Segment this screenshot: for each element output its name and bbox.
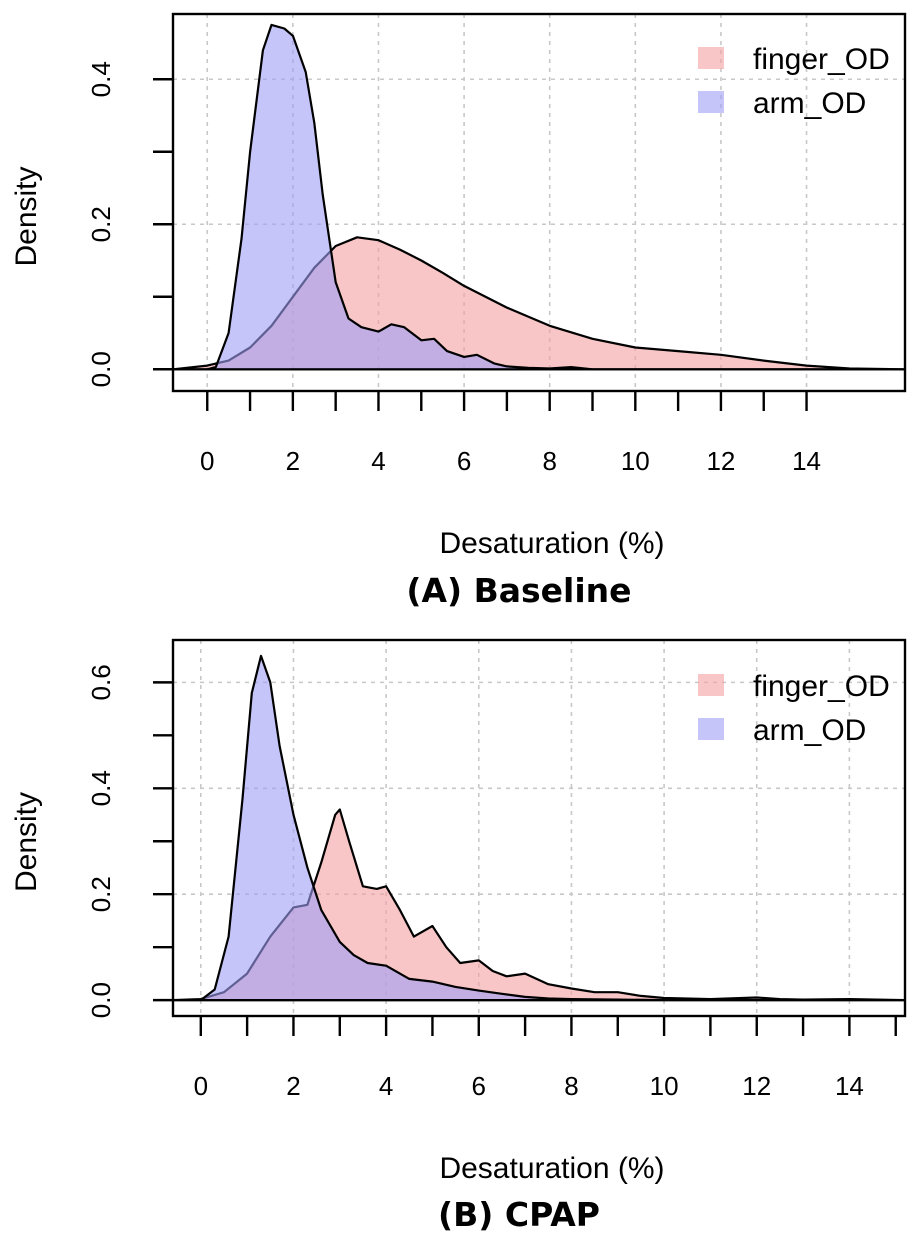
x-tick-label: 4 bbox=[371, 446, 385, 476]
x-tick-label: 6 bbox=[472, 1071, 486, 1101]
x-tick-label: 8 bbox=[564, 1071, 578, 1101]
panel-caption: (B) CPAP bbox=[438, 1195, 600, 1234]
x-tick-label: 0 bbox=[194, 1071, 208, 1101]
legend-swatch-arm-od bbox=[698, 718, 724, 740]
y-tick-label: 0.4 bbox=[86, 770, 116, 806]
x-tick-label: 4 bbox=[379, 1071, 393, 1101]
x-tick-label: 2 bbox=[286, 1071, 300, 1101]
legend-label-arm-od: arm_OD bbox=[753, 87, 866, 120]
y-tick-label: 0.0 bbox=[86, 982, 116, 1018]
x-tick-label: 6 bbox=[457, 446, 471, 476]
y-tick-label: 0.4 bbox=[86, 61, 116, 97]
y-tick-label: 0.0 bbox=[86, 351, 116, 387]
x-tick-label: 12 bbox=[742, 1071, 771, 1101]
panel-baseline: 0 2 4 6 8 10 12 14 0.0 0.2 0.4 Desaturation (%) Dens… bbox=[10, 12, 907, 610]
legend-label-arm-od: arm_OD bbox=[753, 714, 866, 747]
legend-swatch-finger-od bbox=[698, 674, 724, 696]
x-tick-label: 14 bbox=[835, 1071, 864, 1101]
plot-frame bbox=[171, 12, 907, 393]
x-axis-title: Desaturation (%) bbox=[439, 527, 664, 560]
y-tick-label: 0.2 bbox=[86, 206, 116, 242]
x-tick-label: 14 bbox=[792, 446, 821, 476]
density-area-arm-od bbox=[171, 654, 907, 1002]
y-tick-label: 0.2 bbox=[86, 876, 116, 912]
legend-label-finger-od: finger_OD bbox=[753, 670, 890, 703]
x-tick-label: 2 bbox=[286, 446, 300, 476]
legend-label-finger-od: finger_OD bbox=[753, 43, 890, 76]
panel-cpap: 0 2 4 6 8 10 12 14 0.0 0.2 0.4 0.6 Desaturation (%) D… bbox=[10, 638, 907, 1234]
x-tick-label: 0 bbox=[200, 446, 214, 476]
x-tick-label: 10 bbox=[650, 1071, 679, 1101]
x-tick-label: 8 bbox=[542, 446, 556, 476]
x-axis-title: Desaturation (%) bbox=[439, 1152, 664, 1185]
x-tick-label: 12 bbox=[706, 446, 735, 476]
y-axis-title: Density bbox=[10, 166, 43, 266]
density-area-arm-od bbox=[171, 23, 907, 371]
x-tick-label: 10 bbox=[621, 446, 650, 476]
legend-swatch-arm-od bbox=[698, 91, 724, 113]
panel-caption: (A) Baseline bbox=[406, 571, 631, 610]
y-tick-label: 0.6 bbox=[86, 664, 116, 700]
legend-swatch-finger-od bbox=[698, 47, 724, 69]
y-axis-title: Density bbox=[10, 792, 43, 892]
plot-frame bbox=[171, 638, 907, 1018]
